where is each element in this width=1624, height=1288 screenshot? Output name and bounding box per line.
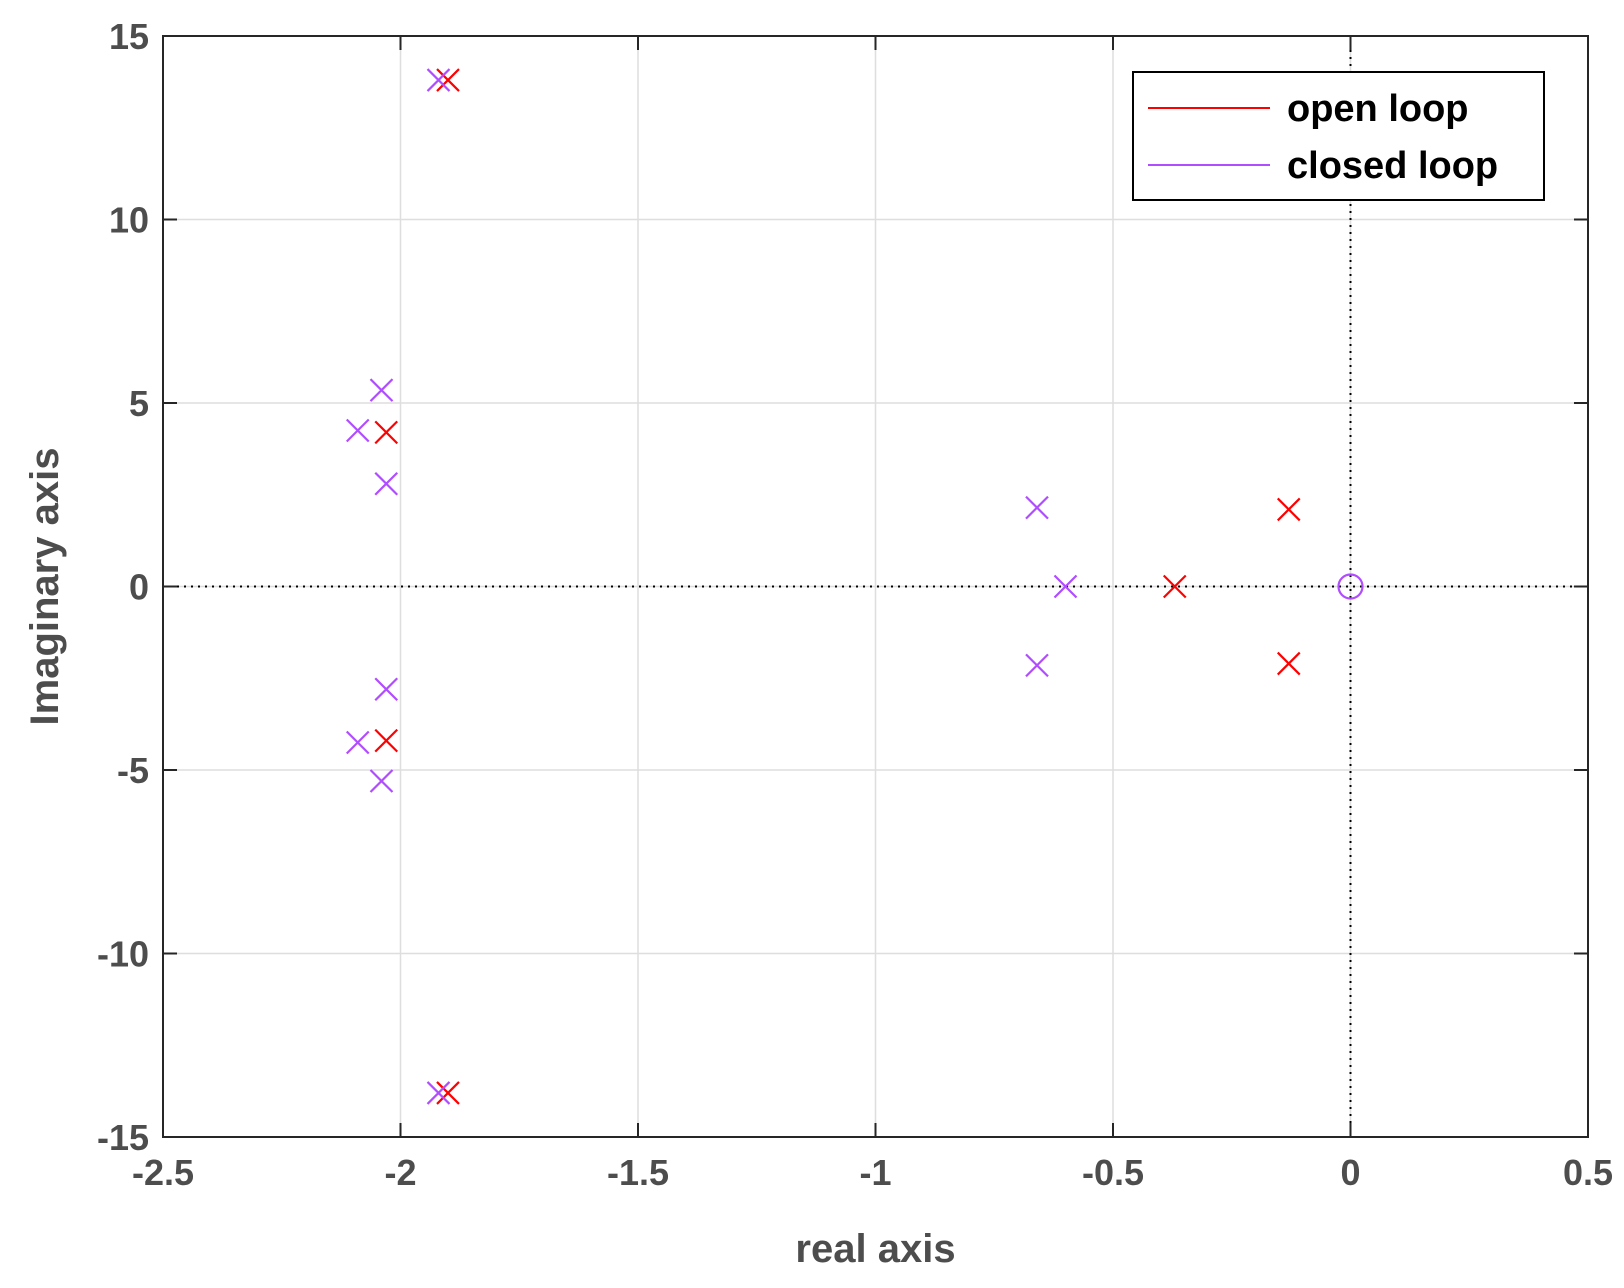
closed-loop-pole-marker [426, 68, 451, 92]
closed-loop-pole-marker [369, 378, 394, 402]
open-loop-pole-marker [374, 420, 399, 445]
open-loop-pole-marker [1162, 574, 1187, 599]
x-tick-label: -2.5 [132, 1152, 194, 1193]
legend-box [1132, 71, 1545, 201]
x-tick-label: -0.5 [1082, 1152, 1144, 1193]
legend: open loop closed loop [1132, 71, 1545, 201]
y-tick-label: 5 [129, 383, 149, 424]
x-tick-label: 0 [1340, 1152, 1360, 1193]
closed-loop-zero-marker [1337, 573, 1364, 600]
x-axis-title: real axis [795, 1227, 955, 1271]
closed-loop-pole-marker [1025, 495, 1049, 520]
x-tick-label: -1 [859, 1152, 891, 1193]
y-tick-label: -5 [117, 750, 149, 791]
closed-loop-pole-marker [426, 1081, 451, 1105]
closed-loop-pole-marker [1025, 653, 1049, 678]
open-loop-pole-marker [436, 1081, 460, 1105]
reference-lines [163, 36, 1588, 1137]
closed-loop-pole-marker [369, 769, 394, 793]
closed-loop-pole-marker [374, 677, 399, 702]
x-tick-label: -1.5 [607, 1152, 669, 1193]
closed-loop-pole-marker [345, 418, 370, 443]
y-tick-label: -10 [97, 934, 149, 975]
data-markers [345, 68, 1364, 1105]
open-loop-pole-marker [374, 728, 399, 753]
y-tick-label: -15 [97, 1117, 149, 1158]
closed-loop-pole-marker [1053, 574, 1078, 599]
x-tick-label: -2 [384, 1152, 416, 1193]
closed-loop-pole-marker [345, 730, 370, 755]
y-axis-title: Imaginary axis [23, 448, 67, 726]
closed-loop-pole-marker [374, 471, 399, 496]
x-tick-label: 0.5 [1563, 1152, 1613, 1193]
open-loop-pole-marker [1276, 497, 1301, 522]
y-tick-label: 0 [129, 567, 149, 608]
y-tick-label: 10 [109, 200, 149, 241]
y-tick-label: 15 [109, 16, 149, 57]
legend-label-closed-loop: closed loop [1287, 145, 1498, 187]
open-loop-pole-marker [436, 68, 460, 92]
axis-ticks: -2.5 -2 -1.5 -1 -0.5 0 0.5 -15 -10 -5 0 5 10 15 [97, 16, 1613, 1193]
open-loop-pole-marker [1276, 651, 1301, 676]
legend-label-open-loop: open loop [1287, 88, 1469, 130]
